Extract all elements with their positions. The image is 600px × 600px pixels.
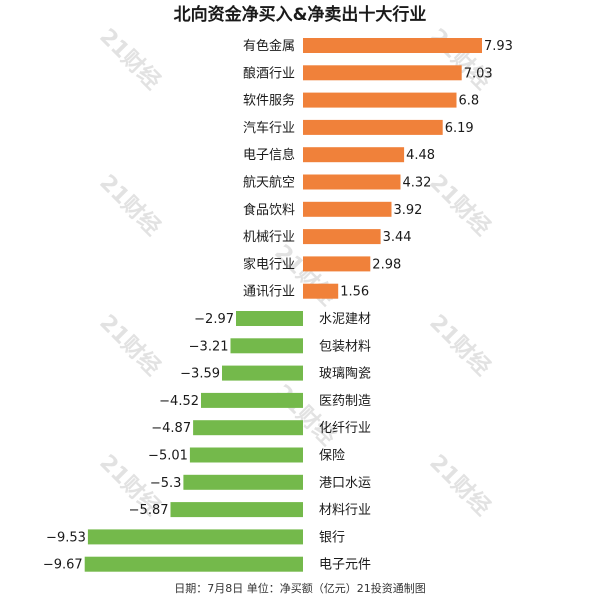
chart-footer: 日期：7月8日 单位：净买额（亿元）21投资通制图 — [174, 581, 426, 595]
bar-11 — [236, 311, 303, 326]
value-label-19: −9.53 — [46, 530, 86, 545]
value-label-11: −2.97 — [194, 312, 234, 327]
category-label-2: 酿酒行业 — [243, 65, 295, 81]
value-label-18: −5.87 — [129, 503, 169, 518]
value-label-1: 7.93 — [484, 39, 513, 54]
category-label-10: 通讯行业 — [243, 285, 295, 300]
bar-19 — [87, 529, 304, 545]
value-label-5: 4.48 — [406, 148, 435, 163]
category-label-1: 有色金属 — [243, 38, 295, 54]
value-label-13: −3.59 — [180, 367, 220, 382]
value-label-15: −4.87 — [151, 421, 191, 436]
bar-20 — [84, 556, 303, 572]
value-label-2: 7.03 — [464, 66, 493, 81]
value-label-8: 3.44 — [383, 230, 412, 245]
watermark-logo: 21财经 — [94, 309, 165, 380]
bar-16 — [189, 447, 303, 463]
bar-15 — [193, 420, 303, 436]
category-label-14: 医药制造 — [319, 394, 371, 409]
labels-layer: 有色金属 7.93 酿酒行业 7.03 软件服务 6.8 汽车行业 6.19 电子信息 4.48 航… — [43, 38, 513, 573]
bar-4 — [303, 119, 443, 135]
value-label-12: −3.21 — [189, 339, 229, 354]
value-label-3: 6.8 — [459, 94, 480, 109]
watermark-logo: 21财经 — [269, 239, 340, 310]
category-label-9: 家电行业 — [243, 256, 295, 272]
category-label-17: 港口水运 — [319, 476, 371, 491]
category-label-3: 软件服务 — [243, 93, 295, 109]
bar-2 — [303, 65, 462, 81]
category-label-19: 银行 — [319, 530, 345, 545]
category-label-16: 保险 — [319, 449, 345, 464]
value-label-10: 1.56 — [340, 285, 369, 300]
category-label-20: 电子元件 — [319, 558, 371, 573]
category-label-11: 水泥建材 — [319, 312, 371, 327]
value-label-16: −5.01 — [148, 449, 188, 464]
value-label-20: −9.67 — [43, 558, 83, 573]
category-label-15: 化纤行业 — [319, 421, 371, 436]
bar-18 — [170, 502, 303, 518]
bar-14 — [201, 392, 303, 408]
value-label-7: 3.92 — [394, 203, 423, 218]
bar-7 — [303, 201, 392, 217]
watermark-logo: 21财经 — [424, 169, 495, 240]
category-label-4: 汽车行业 — [243, 120, 295, 136]
value-label-17: −5.3 — [150, 476, 182, 491]
value-label-4: 6.19 — [445, 121, 474, 136]
category-label-18: 材料行业 — [319, 503, 371, 518]
category-label-12: 包装材料 — [319, 339, 371, 354]
chart-title: 北向资金净买入&净卖出十大行业 — [174, 4, 427, 25]
category-label-13: 玻璃陶瓷 — [319, 366, 371, 382]
watermark-logo: 21财经 — [424, 309, 495, 380]
watermark-logo: 21财经 — [424, 23, 495, 94]
bars-layer — [84, 38, 482, 572]
bar-9 — [303, 256, 371, 272]
watermark-logo: 21财经 — [424, 449, 495, 520]
category-label-5: 电子信息 — [243, 147, 295, 163]
value-label-6: 4.32 — [403, 176, 432, 191]
bar-1 — [303, 38, 482, 53]
bar-3 — [303, 92, 457, 108]
value-label-9: 2.98 — [372, 257, 401, 272]
watermark-logo: 21财经 — [94, 169, 165, 240]
bar-6 — [303, 174, 401, 190]
category-label-6: 航天航空 — [243, 175, 295, 191]
watermark-logo: 21财经 — [94, 23, 165, 94]
category-label-7: 食品饮料 — [243, 202, 295, 218]
bar-17 — [183, 474, 303, 490]
value-label-14: −4.52 — [159, 394, 199, 409]
bar-10 — [303, 283, 339, 299]
bar-8 — [303, 229, 381, 245]
bar-13 — [222, 365, 303, 381]
watermark-logo: 21财经 — [269, 379, 340, 450]
bar-5 — [303, 147, 405, 163]
category-label-8: 机械行业 — [243, 230, 295, 245]
bar-12 — [230, 338, 303, 354]
